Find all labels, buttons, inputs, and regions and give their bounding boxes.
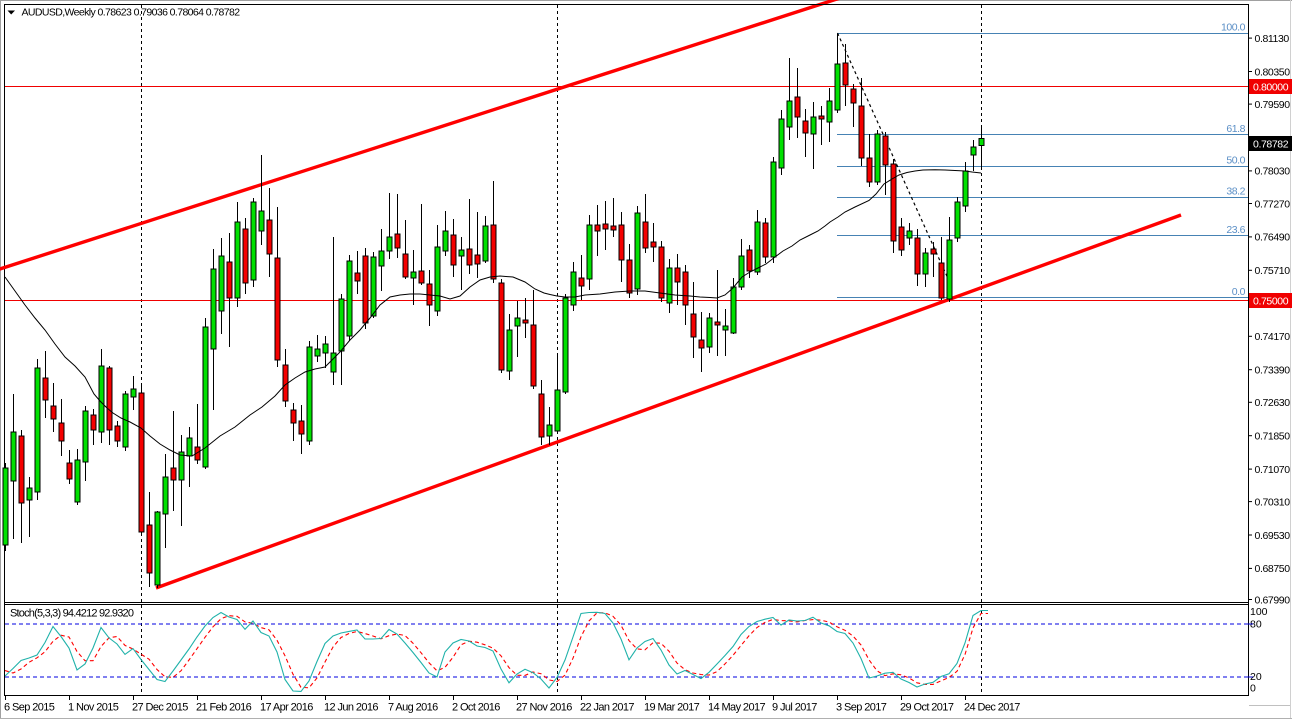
svg-text:21 Feb 2016: 21 Feb 2016 — [196, 702, 252, 714]
svg-text:0.72630: 0.72630 — [1255, 397, 1291, 409]
svg-text:17 Apr 2016: 17 Apr 2016 — [260, 702, 313, 714]
svg-text:14 May 2017: 14 May 2017 — [708, 702, 765, 714]
svg-text:80: 80 — [1250, 619, 1262, 631]
svg-text:19 Mar 2017: 19 Mar 2017 — [644, 702, 700, 714]
svg-text:0: 0 — [1250, 683, 1256, 695]
svg-text:12 Jun 2016: 12 Jun 2016 — [324, 702, 378, 714]
svg-text:9 Jul 2017: 9 Jul 2017 — [772, 702, 817, 714]
svg-text:38.2: 38.2 — [1226, 186, 1245, 198]
svg-text:100.0: 100.0 — [1221, 22, 1246, 34]
svg-text:0.70310: 0.70310 — [1255, 496, 1291, 508]
svg-text:0.75710: 0.75710 — [1255, 265, 1291, 277]
svg-text:0.73390: 0.73390 — [1255, 365, 1291, 377]
svg-text:7 Aug 2016: 7 Aug 2016 — [388, 702, 438, 714]
svg-text:0.71850: 0.71850 — [1255, 431, 1291, 443]
svg-text:0.80350: 0.80350 — [1255, 66, 1291, 78]
svg-text:0.78030: 0.78030 — [1255, 166, 1291, 178]
svg-text:2 Oct 2016: 2 Oct 2016 — [452, 702, 500, 714]
svg-text:50.0: 50.0 — [1226, 155, 1245, 167]
svg-text:0.79590: 0.79590 — [1255, 99, 1291, 111]
svg-text:0.77270: 0.77270 — [1255, 198, 1291, 210]
svg-text:0.71070: 0.71070 — [1255, 464, 1291, 476]
svg-text:27 Nov 2016: 27 Nov 2016 — [516, 702, 572, 714]
svg-text:0.74170: 0.74170 — [1255, 331, 1291, 343]
svg-text:22 Jan 2017: 22 Jan 2017 — [580, 702, 634, 714]
svg-text:0.0: 0.0 — [1232, 286, 1246, 298]
svg-text:24 Dec 2017: 24 Dec 2017 — [964, 702, 1020, 714]
svg-text:61.8: 61.8 — [1226, 123, 1245, 135]
svg-text:0.78782: 0.78782 — [1253, 139, 1289, 151]
svg-text:100: 100 — [1250, 606, 1268, 618]
svg-text:27 Dec 2015: 27 Dec 2015 — [132, 702, 188, 714]
svg-text:23.6: 23.6 — [1226, 224, 1245, 236]
svg-text:0.80000: 0.80000 — [1253, 82, 1289, 94]
svg-text:0.67990: 0.67990 — [1255, 594, 1291, 606]
svg-text:0.75000: 0.75000 — [1253, 296, 1289, 308]
svg-text:6 Sep 2015: 6 Sep 2015 — [4, 702, 55, 714]
svg-text:1 Nov 2015: 1 Nov 2015 — [68, 702, 119, 714]
svg-text:Stoch(5,3,3) 94.4212 92.9320: Stoch(5,3,3) 94.4212 92.9320 — [10, 608, 134, 620]
svg-text:AUDUSD,Weekly 0.78623 0.79036: AUDUSD,Weekly 0.78623 0.79036 0.78064 0.… — [22, 6, 241, 18]
svg-text:29 Oct 2017: 29 Oct 2017 — [900, 702, 954, 714]
svg-text:3 Sep 2017: 3 Sep 2017 — [836, 702, 887, 714]
svg-text:0.76490: 0.76490 — [1255, 232, 1291, 244]
svg-text:0.69530: 0.69530 — [1255, 530, 1291, 542]
svg-text:20: 20 — [1250, 671, 1262, 683]
svg-text:0.81130: 0.81130 — [1255, 33, 1290, 45]
svg-text:0.68750: 0.68750 — [1255, 563, 1291, 575]
